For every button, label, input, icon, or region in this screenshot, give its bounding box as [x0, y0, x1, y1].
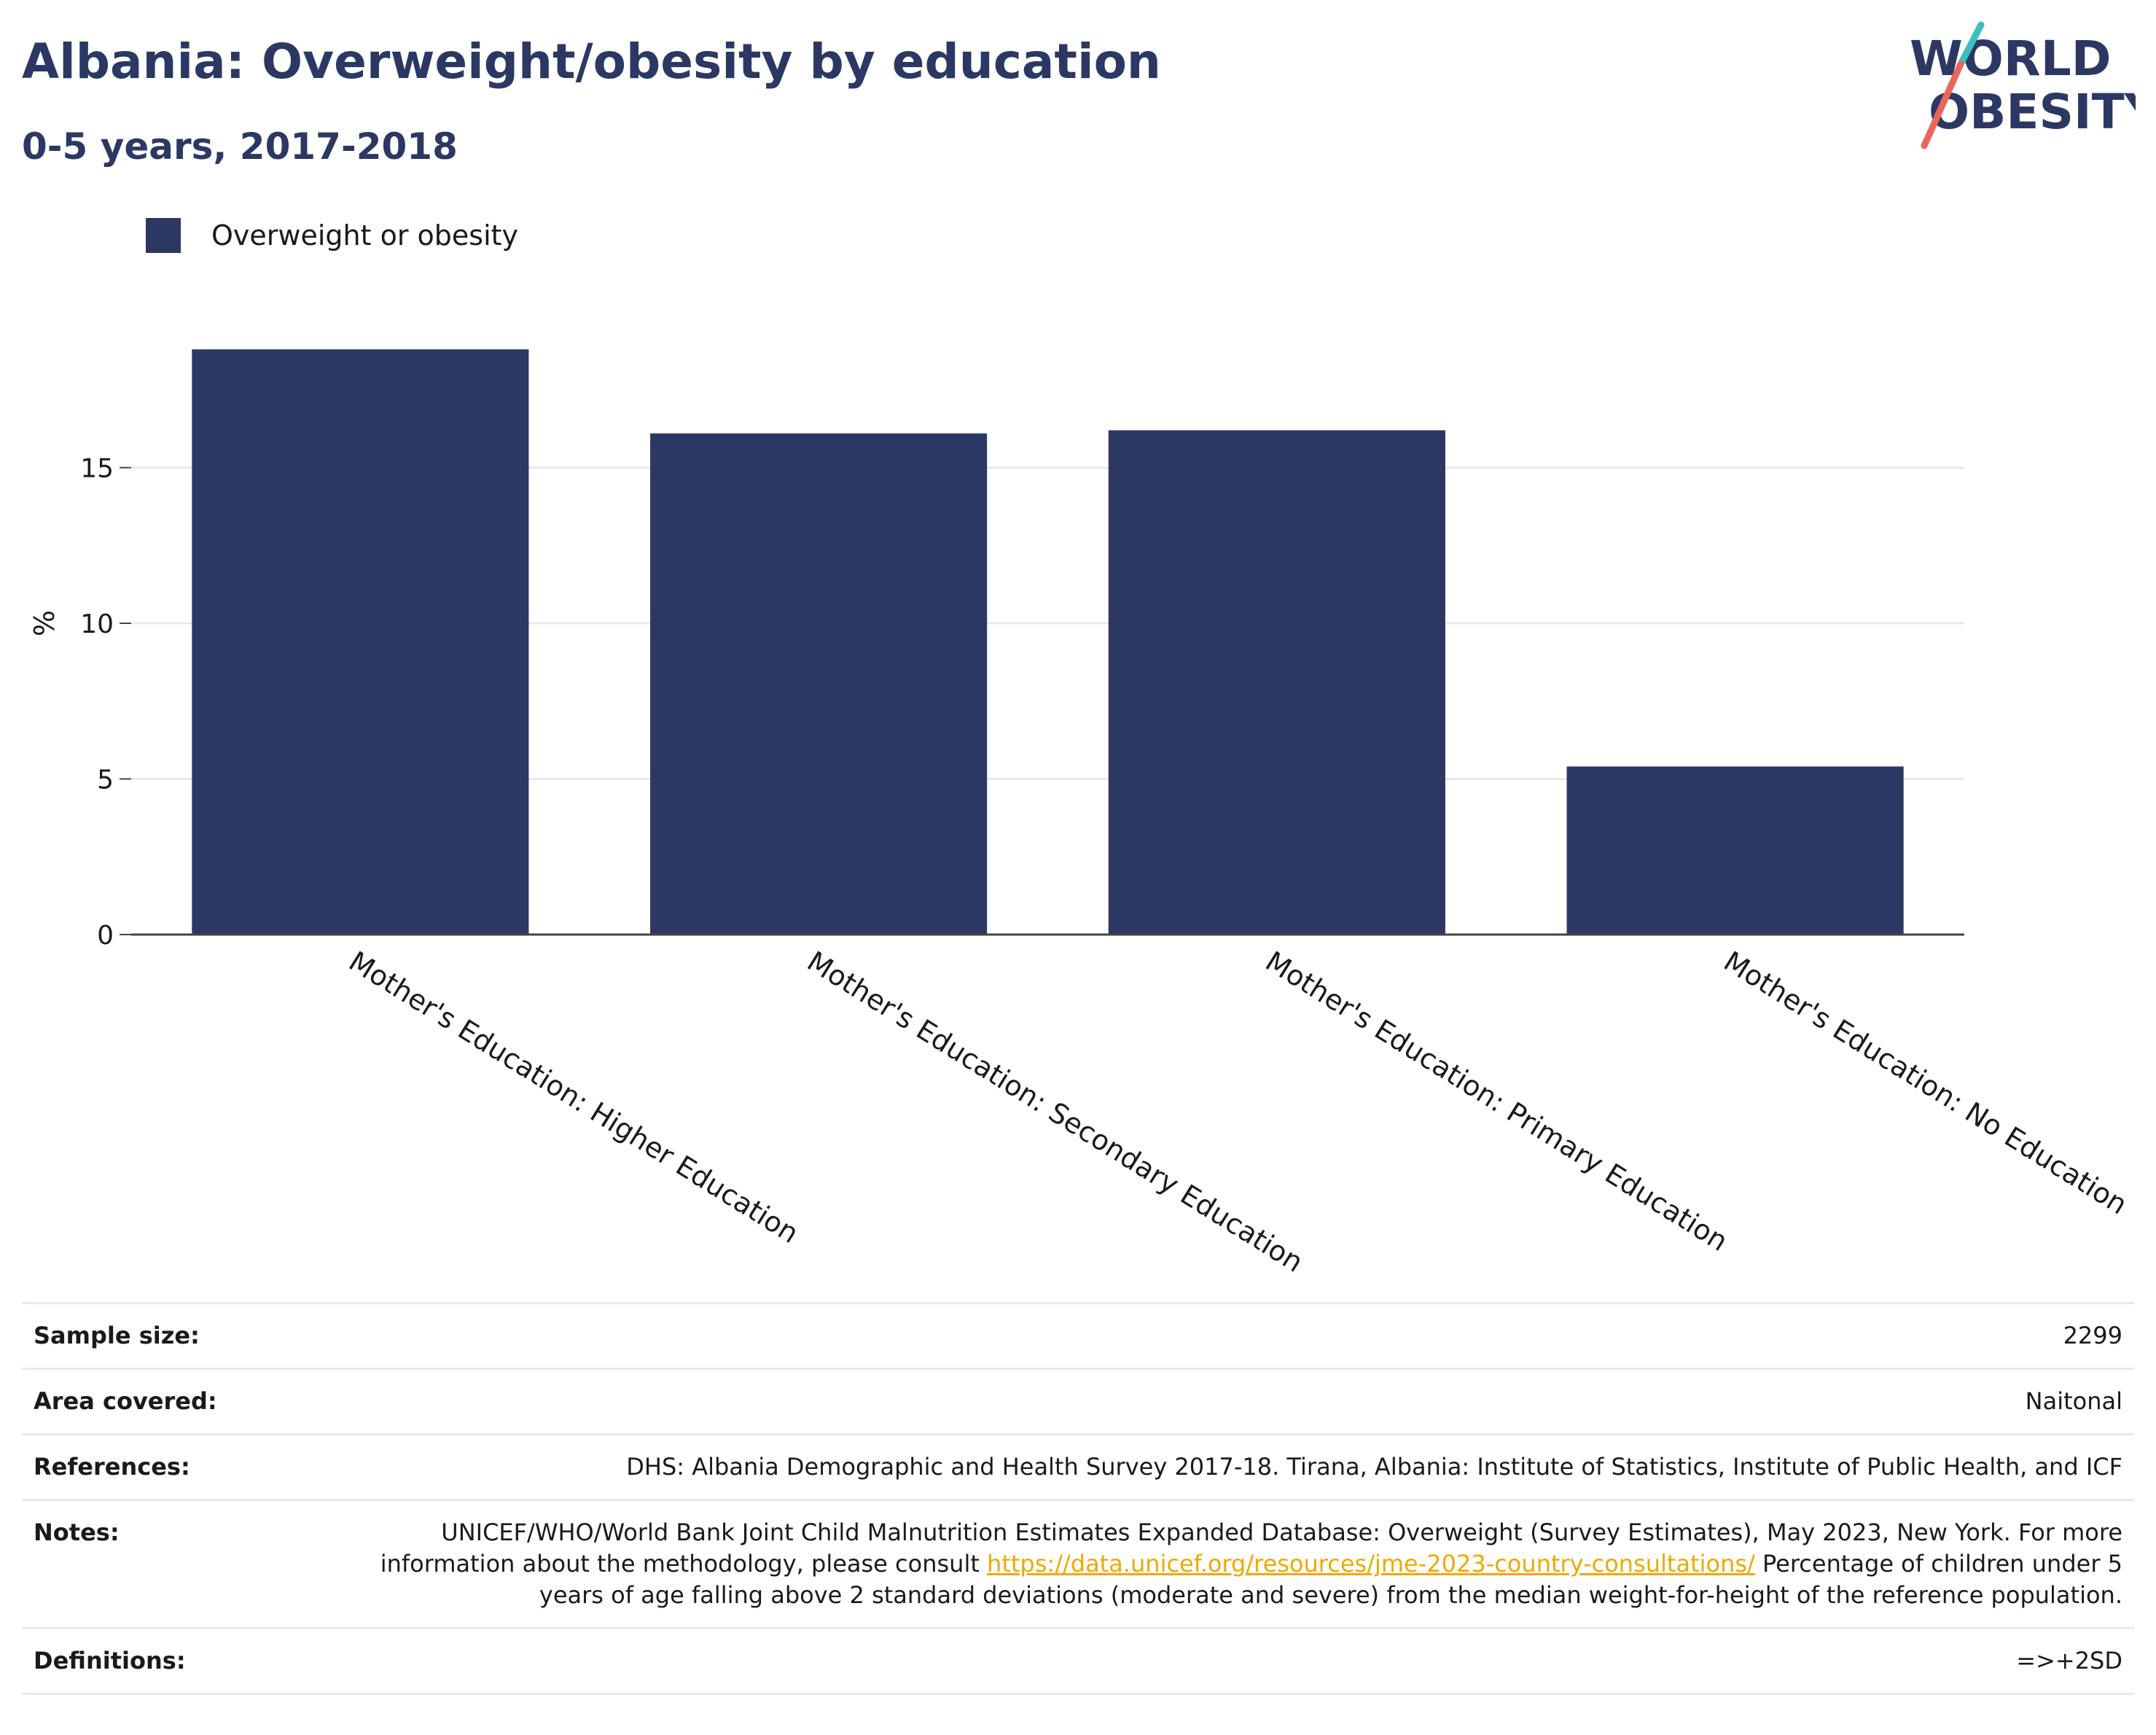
notes-label: Notes: — [34, 1518, 120, 1546]
notes-text-cont: Percentage of children under 5 years of … — [539, 1550, 2122, 1609]
bar — [192, 349, 529, 935]
sample-size-label: Sample size: — [34, 1322, 200, 1349]
notes-text: UNICEF/WHO/World Bank Joint Child Malnut… — [380, 1518, 2122, 1578]
area-label: Area covered: — [34, 1387, 217, 1415]
y-tick-label: 0 — [97, 921, 114, 951]
bar — [650, 433, 988, 935]
notes-value: UNICEF/WHO/World Bank Joint Child Malnut… — [351, 1500, 2134, 1629]
info-row-references: References: DHS: Albania Demographic and… — [22, 1434, 2134, 1500]
bar — [1108, 430, 1445, 935]
methodology-link[interactable]: https://data.unicef.org/resources/jme-20… — [987, 1550, 1755, 1578]
y-axis-label: % — [28, 610, 60, 636]
legend-swatch — [146, 218, 181, 253]
legend-label: Overweight or obesity — [211, 219, 519, 252]
info-row-area: Area covered: Naitonal — [22, 1368, 2134, 1435]
x-tick-label: Mother's Education: No Education — [1718, 945, 2133, 1220]
references-label: References: — [34, 1453, 190, 1481]
definitions-value: =>+2SD — [2016, 1647, 2122, 1674]
sample-size-value: 2299 — [2063, 1322, 2122, 1349]
y-tick-label: 5 — [97, 765, 114, 795]
definitions-label: Definitions: — [34, 1647, 186, 1674]
info-row-sample-size: Sample size: 2299 — [22, 1303, 2134, 1369]
svg-text:WORLD: WORLD — [1910, 31, 2112, 87]
info-table: Sample size: 2299 Area covered: Naitonal… — [22, 1302, 2134, 1695]
bar-chart: 0 5 10 15% Mother's Education: Higher Educat… — [28, 349, 2133, 1279]
references-value: DHS: Albania Demographic and Health Surv… — [626, 1453, 2122, 1481]
info-row-definitions: Definitions: =>+2SD — [22, 1628, 2134, 1694]
bar — [1566, 766, 1904, 935]
y-tick-label: 10 — [80, 609, 114, 639]
svg-text:OBESITY: OBESITY — [1929, 84, 2136, 140]
chart-legend: Overweight or obesity — [146, 217, 518, 254]
chart-title: Albania: Overweight/obesity by education — [22, 34, 1161, 90]
x-tick-label: Mother's Education: Higher Education — [343, 945, 804, 1249]
info-row-notes: Notes: UNICEF/WHO/World Bank Joint Child… — [22, 1500, 2134, 1629]
world-obesity-logo: WORLD OBESITY — [1910, 21, 2136, 149]
chart-subtitle: 0-5 years, 2017-2018 — [22, 125, 458, 168]
x-tick-label: Mother's Education: Secondary Education — [802, 945, 1309, 1278]
y-tick-label: 15 — [80, 454, 114, 484]
area-value: Naitonal — [2025, 1387, 2122, 1415]
x-tick-label: Mother's Education: Primary Education — [1260, 945, 1734, 1258]
